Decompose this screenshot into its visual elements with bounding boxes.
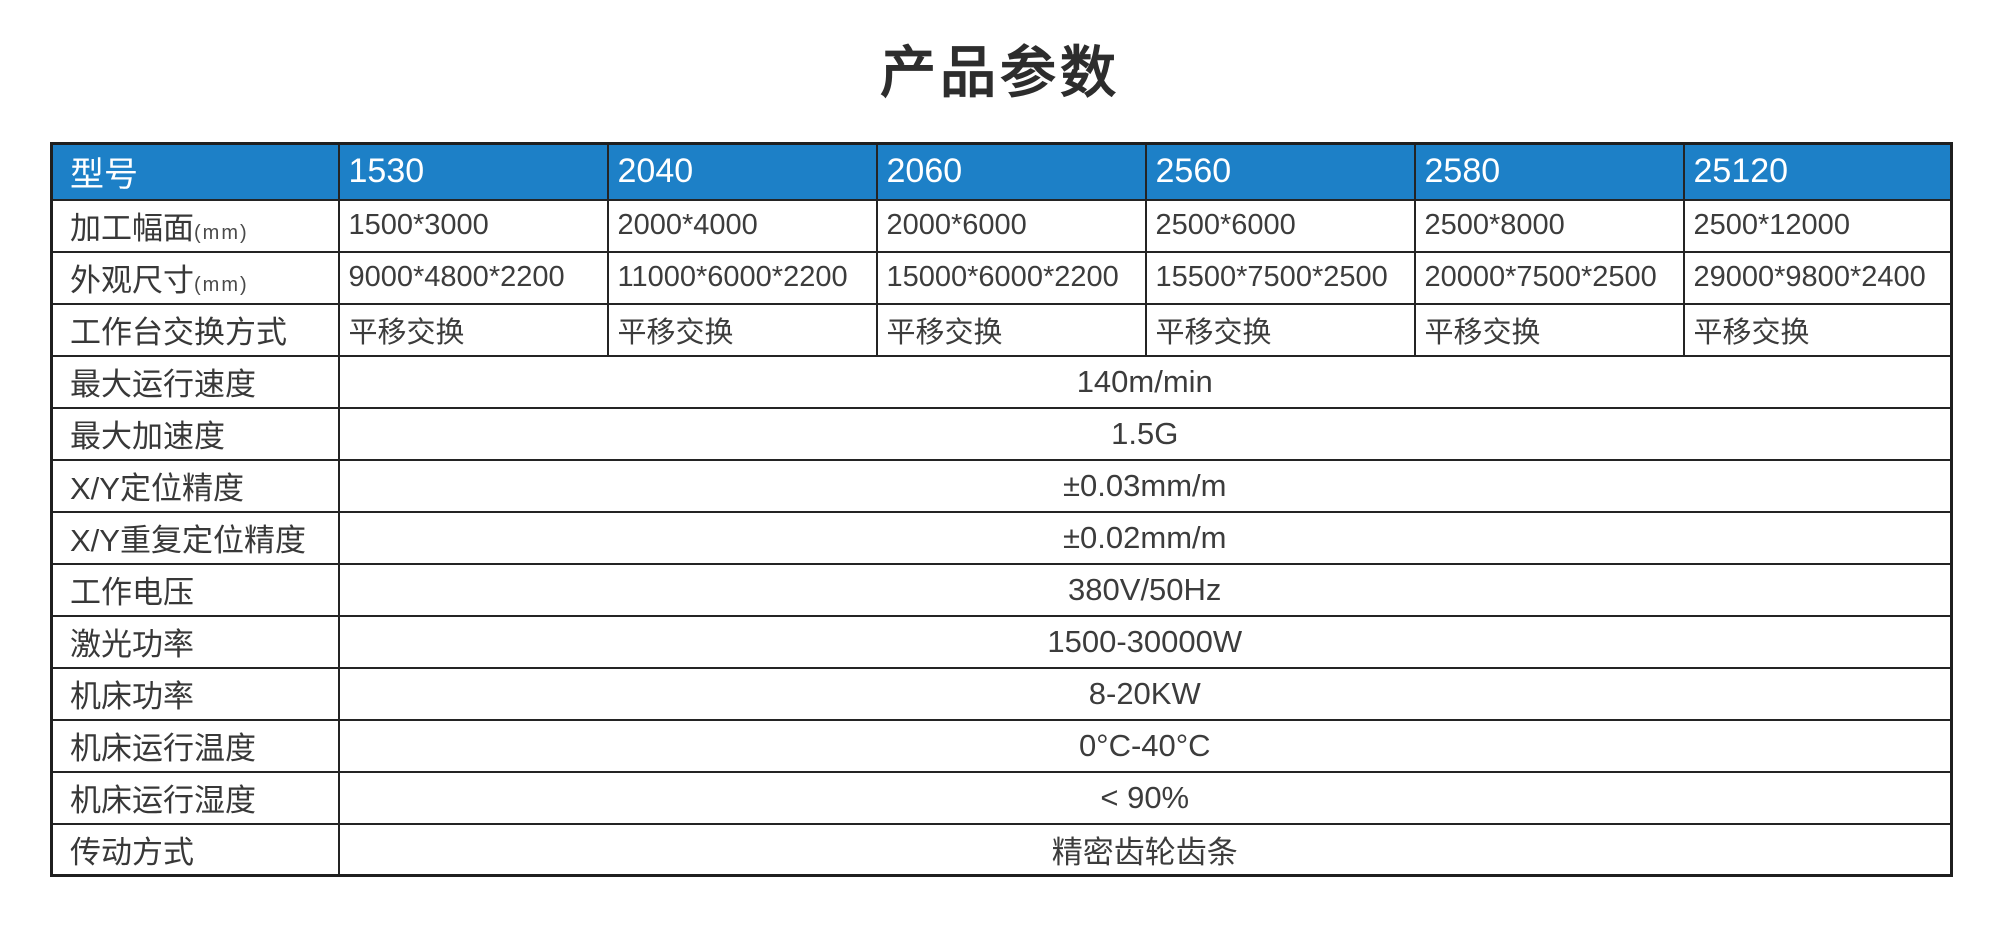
page-title: 产品参数 (880, 41, 1120, 104)
cell-span-value: 140m/min (337, 354, 1953, 409)
table-row-max-acceleration: 最大加速度 1.5G (50, 406, 1953, 461)
table-row-positioning-accuracy: X/Y定位精度 ±0.03mm/m (50, 458, 1953, 513)
table-row-working-voltage: 工作电压 380V/50Hz (50, 562, 1953, 617)
row-label: X/Y重复定位精度 (50, 510, 340, 565)
table-row-table-exchange-mode: 工作台交换方式 平移交换 平移交换 平移交换 平移交换 平移交换 平移交换 (50, 302, 1953, 357)
row-label: 工作电压 (50, 562, 340, 617)
cell-value: 平移交换 (606, 302, 878, 357)
column-header-model-2060: 2060 (875, 142, 1147, 201)
cell-value: 平移交换 (337, 302, 609, 357)
row-label: 最大加速度 (50, 406, 340, 461)
row-label: 激光功率 (50, 614, 340, 669)
column-header-model-2560: 2560 (1144, 142, 1416, 201)
cell-span-value: 8-20KW (337, 666, 1953, 721)
cell-span-value: 1.5G (337, 406, 1953, 461)
cell-value: 2500*12000 (1682, 198, 1953, 253)
cell-value: 2000*4000 (606, 198, 878, 253)
table-row-machine-power: 机床功率 8-20KW (50, 666, 1953, 721)
row-label: 机床运行湿度 (50, 770, 340, 825)
table-row-operating-temperature: 机床运行温度 0°C-40°C (50, 718, 1953, 773)
column-header-model-1530: 1530 (337, 142, 609, 201)
cell-span-value: 0°C-40°C (337, 718, 1953, 773)
table-row-operating-humidity: 机床运行湿度 < 90% (50, 770, 1953, 825)
cell-value: 2000*6000 (875, 198, 1147, 253)
row-label: 外观尺寸(mm) (50, 250, 340, 305)
row-label: 传动方式 (50, 822, 340, 877)
cell-span-value: 精密齿轮齿条 (337, 822, 1953, 877)
row-label-unit: (mm) (194, 222, 249, 244)
cell-value: 15500*7500*2500 (1144, 250, 1416, 305)
cell-value: 平移交换 (1144, 302, 1416, 357)
cell-value: 平移交换 (1682, 302, 1953, 357)
row-label: 工作台交换方式 (50, 302, 340, 357)
column-header-model-2580: 2580 (1413, 142, 1685, 201)
cell-span-value: < 90% (337, 770, 1953, 825)
cell-value: 20000*7500*2500 (1413, 250, 1685, 305)
cell-value: 9000*4800*2200 (337, 250, 609, 305)
row-label: X/Y定位精度 (50, 458, 340, 513)
cell-span-value: ±0.02mm/m (337, 510, 1953, 565)
row-label-text: 工作台交换方式 (70, 315, 287, 350)
table-row-transmission-mode: 传动方式 精密齿轮齿条 (50, 822, 1953, 877)
table-row-repeat-positioning-accuracy: X/Y重复定位精度 ±0.02mm/m (50, 510, 1953, 565)
cell-value: 15000*6000*2200 (875, 250, 1147, 305)
row-label: 机床运行温度 (50, 718, 340, 773)
row-label-text: 外观尺寸 (70, 263, 194, 298)
cell-value: 29000*9800*2400 (1682, 250, 1953, 305)
cell-value: 11000*6000*2200 (606, 250, 878, 305)
column-header-model-label: 型号 (50, 142, 340, 201)
cell-value: 2500*8000 (1413, 198, 1685, 253)
cell-span-value: ±0.03mm/m (337, 458, 1953, 513)
table-row-laser-power: 激光功率 1500-30000W (50, 614, 1953, 669)
table-row-overall-dimensions: 外观尺寸(mm) 9000*4800*2200 11000*6000*2200 … (50, 250, 1953, 305)
cell-value: 平移交换 (1413, 302, 1685, 357)
row-label-unit: (mm) (194, 274, 249, 296)
row-label-text: 加工幅面 (70, 211, 194, 246)
cell-span-value: 380V/50Hz (337, 562, 1953, 617)
table-row-working-area: 加工幅面(mm) 1500*3000 2000*4000 2000*6000 2… (50, 198, 1953, 253)
cell-value: 1500*3000 (337, 198, 609, 253)
cell-value: 平移交换 (875, 302, 1147, 357)
row-label: 最大运行速度 (50, 354, 340, 409)
column-header-model-2040: 2040 (606, 142, 878, 201)
cell-span-value: 1500-30000W (337, 614, 1953, 669)
product-spec-table: 型号 1530 2040 2060 2560 2580 25120 加工幅面(m… (50, 142, 1953, 877)
row-label: 机床功率 (50, 666, 340, 721)
column-header-model-25120: 25120 (1682, 142, 1953, 201)
cell-value: 2500*6000 (1144, 198, 1416, 253)
row-label: 加工幅面(mm) (50, 198, 340, 253)
table-header-row: 型号 1530 2040 2060 2560 2580 25120 (50, 142, 1953, 201)
table-row-max-speed: 最大运行速度 140m/min (50, 354, 1953, 409)
